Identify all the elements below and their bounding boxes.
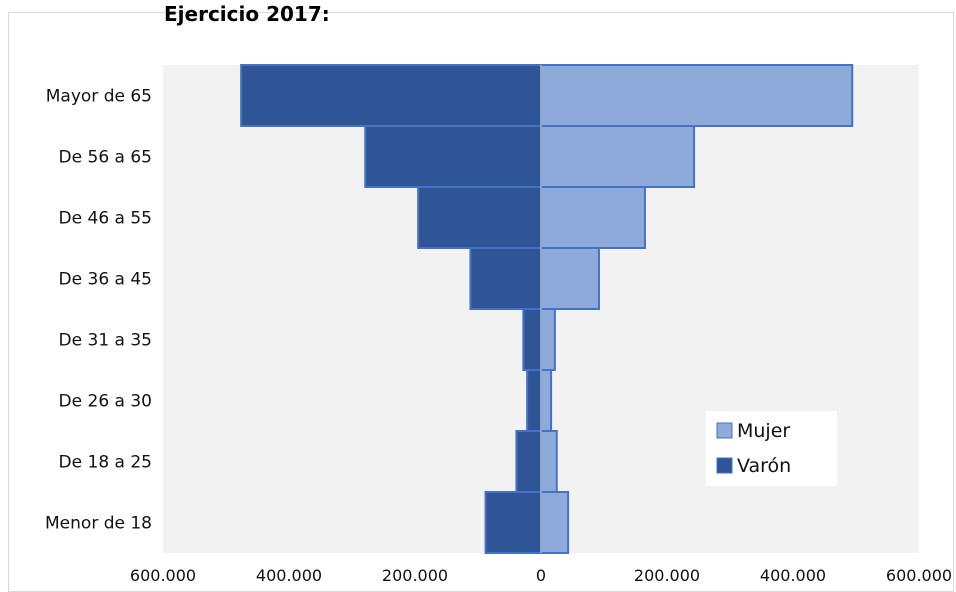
category-labels: Mayor de 65 De 56 a 65 De 46 a 55 De 36 a 4… [45, 87, 152, 534]
legend-swatch-mujer [716, 422, 733, 439]
category-label-de-56-a-65: De 56 a 65 [59, 148, 152, 168]
x-tick-labels: 600.000 400.000 200.000 0 200.000 400.000 600.… [130, 566, 952, 583]
legend-label-varon: Varón [737, 455, 791, 477]
bar-mujer-de-18-a-25[interactable] [540, 430, 558, 493]
bar-mujer-de-46-a-55[interactable] [540, 186, 646, 249]
bar-varon-mayor-de-65[interactable] [240, 64, 542, 127]
x-tick-label: 200.000 [382, 566, 448, 583]
bar-varon-de-31-a-35[interactable] [522, 308, 542, 371]
bar-mujer-de-36-a-45[interactable] [540, 247, 600, 310]
legend[interactable]: Mujer Varón [706, 411, 837, 486]
bar-varon-de-36-a-45[interactable] [469, 247, 542, 310]
legend-swatch-varon [716, 457, 733, 474]
bar-varon-de-18-a-25[interactable] [515, 430, 542, 493]
category-label-de-36-a-45: De 36 a 45 [59, 270, 152, 290]
bar-mujer-de-26-a-30[interactable] [540, 369, 553, 432]
bar-mujer-de-31-a-35[interactable] [540, 308, 556, 371]
x-tick-label: 400.000 [256, 566, 322, 583]
chart-title: Ejercicio 2017: [164, 2, 330, 26]
category-label-de-18-a-25: De 18 a 25 [59, 453, 152, 473]
x-tick-label: 600.000 [886, 566, 952, 583]
category-label-menor-de-18: Menor de 18 [45, 514, 152, 534]
bar-varon-de-56-a-65[interactable] [364, 125, 543, 188]
bar-varon-de-46-a-55[interactable] [417, 186, 542, 249]
bar-varon-de-26-a-30[interactable] [526, 369, 543, 432]
category-label-de-26-a-30: De 26 a 30 [59, 392, 152, 412]
x-tick-label: 600.000 [130, 566, 196, 583]
x-tick-label: 0 [536, 566, 546, 583]
bar-mujer-menor-de-18[interactable] [540, 491, 570, 554]
bar-mujer-mayor-de-65[interactable] [540, 64, 854, 127]
category-label-mayor-de-65: Mayor de 65 [46, 87, 152, 107]
category-label-de-31-a-35: De 31 a 35 [59, 331, 152, 351]
category-label-de-46-a-55: De 46 a 55 [59, 209, 152, 229]
bar-varon-menor-de-18[interactable] [484, 491, 542, 554]
legend-label-mujer: Mujer [737, 420, 790, 442]
bar-mujer-de-56-a-65[interactable] [540, 125, 696, 188]
bars-layer [240, 64, 854, 554]
x-tick-label: 400.000 [760, 566, 826, 583]
x-tick-label: 200.000 [634, 566, 700, 583]
